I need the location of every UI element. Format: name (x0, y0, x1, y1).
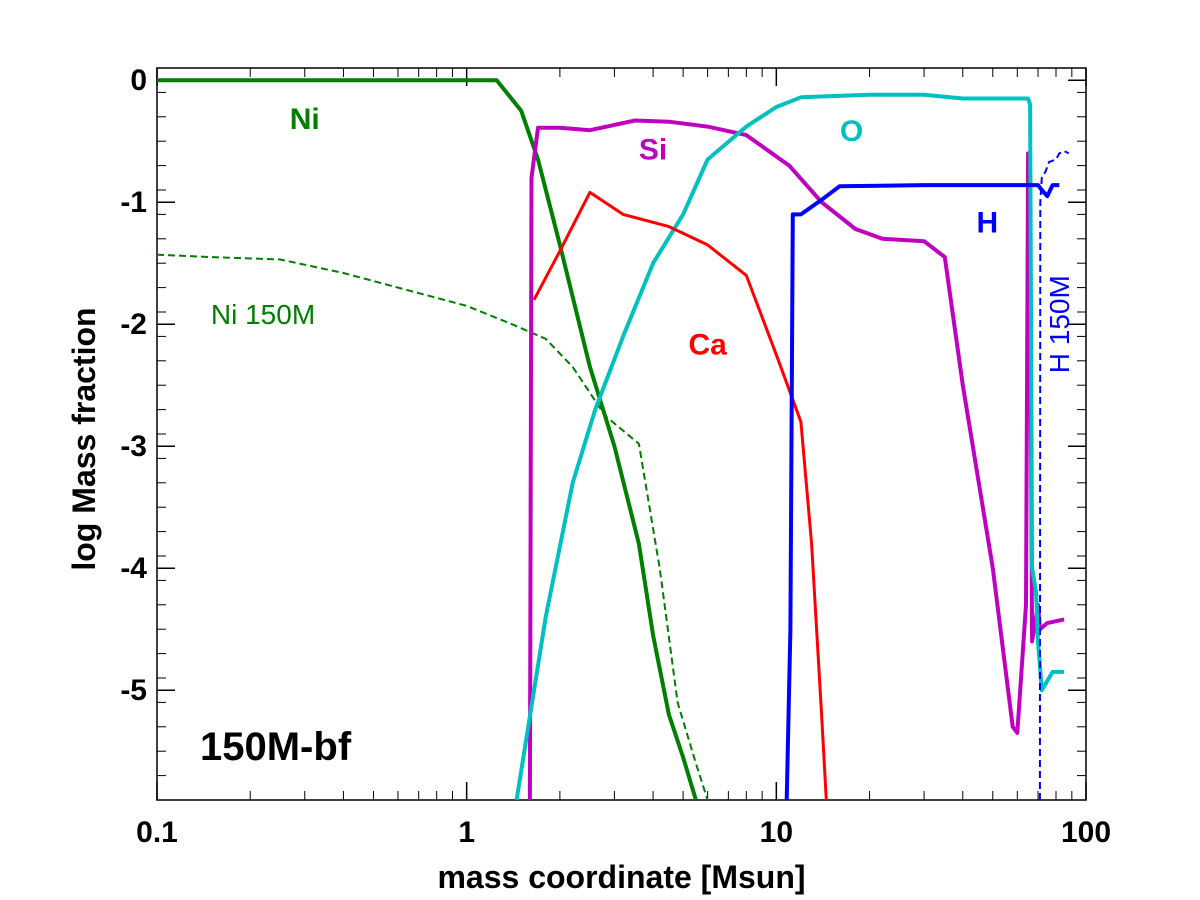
axis-tick-labels: 0.1 1 10 100 0 -1 -2 -3 -4 -5 (120, 64, 1111, 849)
panel-label: 150M-bf (200, 725, 352, 769)
y-tick-label: -5 (120, 674, 147, 707)
series-line-h-150m (1038, 150, 1070, 800)
series-line-ni-150m (157, 253, 709, 800)
y-tick-label: 0 (130, 64, 147, 97)
series-line-ni (157, 78, 698, 800)
axis-ticks (156, 67, 1087, 801)
series-label-ni-150m: Ni 150M (211, 299, 315, 330)
series-label-si: Si (639, 134, 667, 167)
y-tick-label: -2 (120, 308, 147, 341)
x-tick-label: 10 (760, 816, 793, 849)
x-tick-label: 100 (1061, 816, 1111, 849)
series-line-o (514, 92, 1065, 800)
x-tick-label: 0.1 (136, 816, 178, 849)
series-label-h-150m: H 150M (1044, 275, 1075, 373)
series-label-ni: Ni (290, 103, 320, 136)
series-label-h: H (976, 207, 998, 240)
series-line-ca (532, 190, 828, 800)
series-label-ca: Ca (688, 329, 727, 362)
series-label-o: O (840, 115, 863, 148)
x-axis-title: mass coordinate [Msun] (437, 859, 805, 895)
series-line-h (784, 183, 1060, 800)
y-axis-title: log Mass fraction (66, 307, 102, 570)
y-tick-label: -4 (120, 552, 147, 585)
x-tick-label: 1 (458, 816, 475, 849)
series-layer (157, 78, 1070, 800)
y-tick-label: -3 (120, 430, 147, 463)
series-labels: Ni Ni 150M Si O Ca H H 150M (211, 103, 1075, 373)
y-tick-label: -1 (120, 186, 147, 219)
plot-frame (156, 67, 1087, 801)
